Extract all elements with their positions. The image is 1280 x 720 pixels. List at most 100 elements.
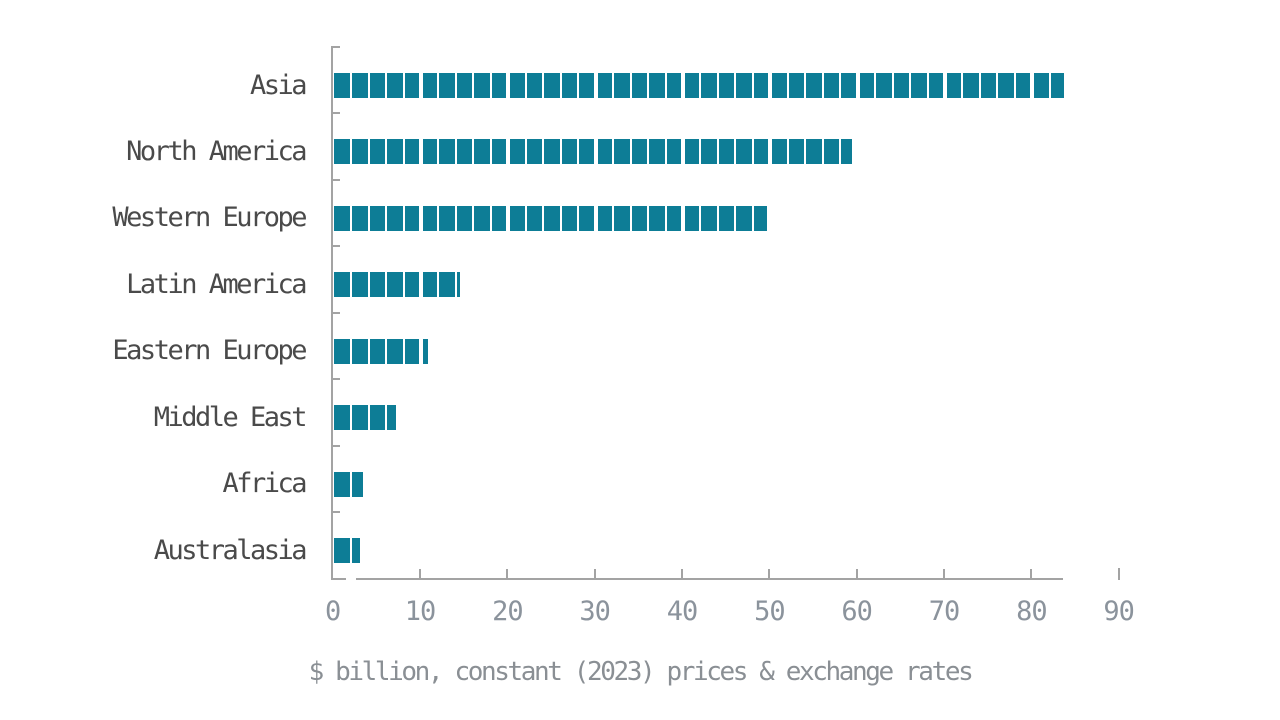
- bar-segment: [718, 73, 735, 98]
- x-tick-label-60: 60: [841, 596, 873, 627]
- category-label-western-europe: Western Europe: [112, 202, 307, 234]
- bar-segment: [806, 139, 822, 165]
- bar-segment: [597, 139, 613, 165]
- bar-segment: [333, 471, 351, 497]
- bar-segment: [753, 139, 769, 165]
- bar-segment: [474, 73, 490, 98]
- bar-segment: [491, 73, 507, 98]
- category-label-eastern-europe: Eastern Europe: [112, 335, 307, 367]
- bar-segment: [352, 405, 368, 431]
- category-label-latin-america: Latin America: [126, 268, 307, 300]
- bar-segment: [980, 73, 997, 98]
- bar-segment: [439, 73, 455, 98]
- bar-segment: [579, 139, 594, 165]
- x-axis-tick: [593, 569, 596, 578]
- category-label-middle-east: Middle East: [153, 401, 308, 433]
- bar-segment: [544, 139, 560, 165]
- bar-segment: [614, 205, 630, 231]
- bar-segment: [423, 272, 438, 298]
- bar-segment: [456, 139, 473, 165]
- bar-segment: [333, 73, 351, 98]
- bar-segment: [439, 272, 455, 298]
- x-tick-label-30: 30: [579, 596, 611, 627]
- bar-middle-east: [333, 405, 396, 431]
- y-axis-tick: [331, 444, 341, 447]
- bar-segment: [404, 139, 419, 165]
- bar-segment: [510, 205, 525, 231]
- bar-segment: [718, 205, 735, 231]
- bar-segment: [526, 139, 543, 165]
- bar-segment: [404, 272, 419, 298]
- bar-segment: [579, 205, 594, 231]
- bar-segment: [685, 139, 700, 165]
- bar-segment: [998, 73, 1014, 98]
- bar-segment: [456, 205, 473, 231]
- x-axis-tick: [506, 569, 509, 578]
- bar-segment: [614, 73, 630, 98]
- x-tick-label-70: 70: [928, 596, 961, 627]
- x-axis-tick: [855, 569, 858, 578]
- bar-segment: [631, 139, 648, 165]
- bar-segment: [631, 73, 648, 98]
- bar-segment: [736, 139, 752, 165]
- bar-segment: [333, 338, 351, 364]
- bar-australasia: [333, 538, 360, 564]
- bar-segment: [369, 73, 386, 98]
- bar-segment: [491, 139, 507, 165]
- bar-segment: [597, 205, 613, 231]
- bar-segment: [456, 272, 461, 298]
- x-tick-label-40: 40: [666, 596, 699, 627]
- x-tick-label-20: 20: [492, 596, 524, 627]
- y-axis-top-cap: [331, 46, 341, 48]
- bar-segment: [510, 73, 525, 98]
- bar-segment: [685, 205, 700, 231]
- bar-segment: [841, 139, 852, 165]
- x-axis-caption: $ billion, constant (2023) prices & exch…: [308, 657, 974, 687]
- bar-segment: [333, 139, 351, 165]
- bar-segment: [772, 139, 787, 165]
- bar-segment: [474, 205, 490, 231]
- bar-segment: [423, 73, 438, 98]
- bar-segment: [423, 205, 438, 231]
- bar-segment: [526, 73, 543, 98]
- y-axis-tick: [331, 511, 341, 514]
- x-tick-label-10: 10: [404, 596, 437, 627]
- bar-segment: [946, 73, 962, 98]
- bar-segment: [685, 73, 700, 98]
- bar-segment: [701, 73, 717, 98]
- x-axis-tick: [419, 569, 422, 578]
- bar-segment: [649, 205, 665, 231]
- x-axis-detached-tick: [1117, 568, 1120, 580]
- bar-segment: [666, 139, 681, 165]
- x-tick-label-80: 80: [1016, 596, 1048, 627]
- bar-segment: [823, 139, 840, 165]
- bar-segment: [439, 139, 455, 165]
- bar-segment: [352, 272, 368, 298]
- x-axis-line: [356, 577, 1063, 580]
- bar-segment: [561, 139, 578, 165]
- bar-segment: [823, 73, 840, 98]
- bar-segment: [561, 73, 578, 98]
- bar-segment: [352, 471, 364, 497]
- bar-segment: [649, 73, 665, 98]
- bar-segment: [1050, 73, 1064, 98]
- bar-segment: [387, 338, 403, 364]
- bar-segment: [369, 139, 386, 165]
- bar-segment: [491, 205, 507, 231]
- bar-segment: [404, 338, 419, 364]
- bar-segment: [649, 139, 665, 165]
- bar-segment: [369, 272, 386, 298]
- bar-segment: [387, 73, 403, 98]
- bar-segment: [579, 73, 594, 98]
- category-label-asia: Asia: [249, 69, 308, 101]
- bar-segment: [352, 338, 368, 364]
- category-label-australasia: Australasia: [153, 534, 308, 566]
- bar-western-europe: [333, 205, 767, 231]
- x-tick-label-0: 0: [325, 596, 341, 627]
- x-axis-tick: [768, 569, 771, 578]
- category-label-africa: Africa: [222, 468, 307, 500]
- x-tick-label-50: 50: [754, 596, 786, 627]
- bar-segment: [526, 205, 543, 231]
- bar-segment: [718, 139, 735, 165]
